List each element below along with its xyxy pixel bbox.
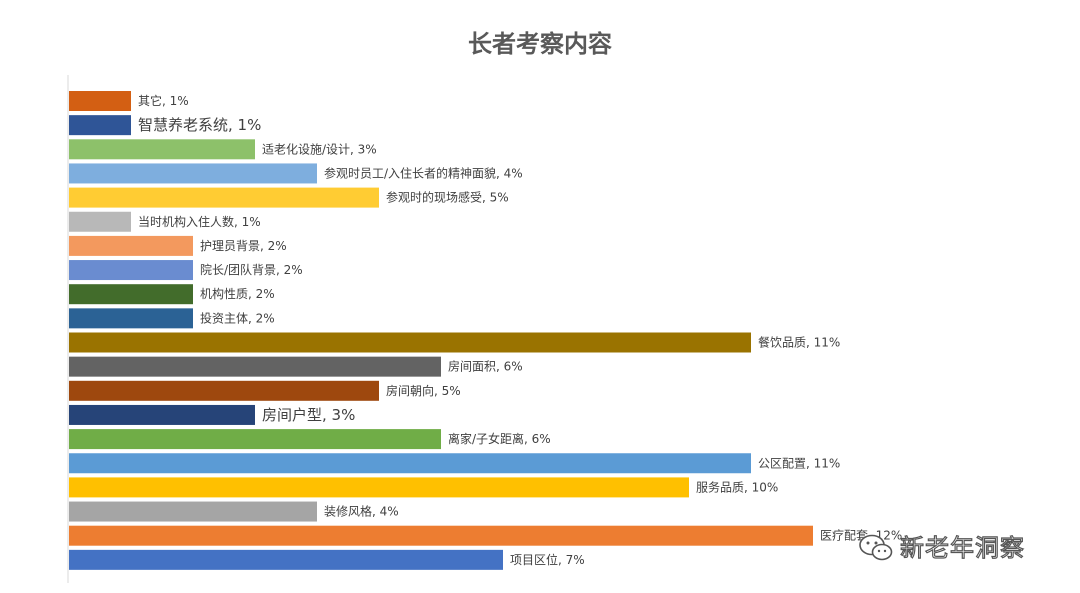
bar (69, 139, 255, 160)
bar (69, 115, 131, 136)
data-label: 离家/子女距离, 6% (448, 431, 551, 446)
data-label: 护理员背景, 2% (200, 239, 287, 253)
bar (69, 211, 131, 232)
bar (69, 501, 317, 522)
watermark-text: 新老年洞察 (899, 534, 1025, 562)
data-label: 参观时的现场感受, 5% (386, 190, 509, 205)
bar (69, 356, 441, 377)
data-label: 机构性质, 2% (200, 286, 275, 301)
data-label: 公区配置, 11% (758, 456, 840, 470)
bar (69, 477, 689, 498)
data-label: 房间面积, 6% (448, 359, 523, 374)
wechat-icon (859, 534, 893, 561)
data-label: 餐饮品质, 11% (758, 335, 840, 350)
bar (69, 163, 317, 184)
bar (69, 332, 751, 353)
data-label: 装修风格, 4% (324, 504, 399, 519)
bar (69, 91, 131, 111)
bar (69, 525, 813, 546)
bar (69, 380, 379, 401)
data-label: 房间朝向, 5% (386, 383, 461, 398)
data-label: 房间户型, 3% (262, 406, 355, 424)
data-label: 项目区位, 7% (510, 552, 585, 567)
bar (69, 453, 751, 474)
bar (69, 308, 193, 329)
data-label: 智慧养老系统, 1% (138, 116, 261, 134)
bar (69, 235, 193, 256)
bar (69, 260, 193, 281)
data-label: 其它, 1% (138, 93, 189, 108)
watermark: 新老年洞察 (858, 528, 1058, 568)
bar (69, 429, 441, 450)
data-label: 院长/团队背景, 2% (200, 262, 303, 277)
data-label: 适老化设施/设计, 3% (262, 142, 377, 156)
bar (69, 404, 255, 425)
data-label: 当时机构入住人数, 1% (138, 214, 261, 229)
bar (69, 549, 503, 570)
data-label: 参观时员工/入住长者的精神面貌, 4% (324, 165, 523, 180)
bar (69, 284, 193, 305)
chart-title: 长者考察内容 (468, 30, 612, 58)
data-label: 投资主体, 2% (200, 310, 275, 325)
bar (69, 187, 379, 208)
data-label: 服务品质, 10% (696, 479, 778, 494)
